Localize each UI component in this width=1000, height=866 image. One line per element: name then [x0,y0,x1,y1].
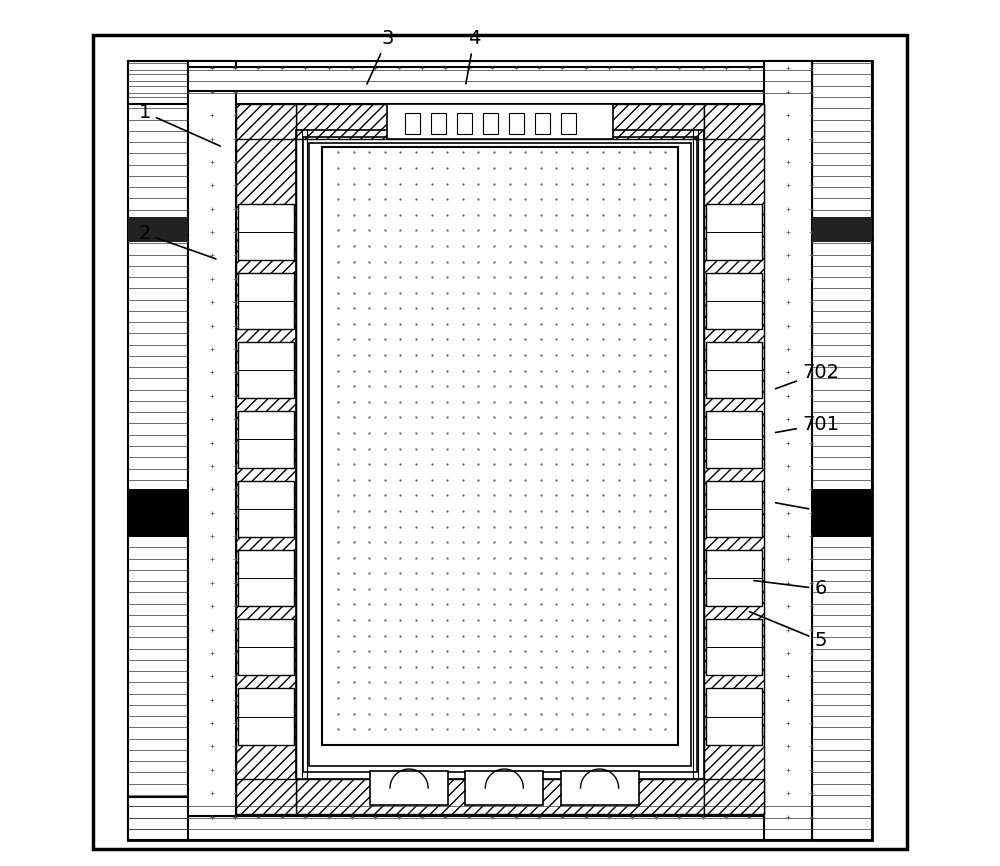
Bar [387,104,613,139]
Bar [296,779,704,814]
Bar [704,104,764,814]
Bar [561,771,639,805]
Bar [238,688,294,745]
Bar [706,688,762,745]
Text: 1: 1 [139,103,220,146]
Bar [706,273,762,329]
Bar [465,771,543,805]
Bar [238,204,294,260]
Bar [309,143,691,766]
Bar [303,137,697,772]
Bar [236,779,296,814]
Bar [128,489,188,537]
Text: 701: 701 [776,415,839,434]
Bar [812,61,872,840]
Bar [128,61,188,840]
Bar [457,113,472,134]
Bar [188,816,764,840]
Bar [704,104,764,139]
Bar [188,61,236,840]
Bar [706,342,762,398]
Bar [238,411,294,468]
Bar [128,797,812,840]
Bar [238,481,294,537]
Bar [483,113,498,134]
Bar [764,61,812,840]
Text: 6: 6 [754,579,827,598]
Bar [812,489,872,537]
Bar [238,342,294,398]
Bar [188,67,764,91]
Bar [128,61,812,104]
Text: 7: 7 [776,501,827,520]
Bar [296,130,704,779]
Bar [370,771,448,805]
Bar [535,113,550,134]
Bar [238,550,294,606]
Bar [128,61,872,840]
Text: 3: 3 [367,29,394,84]
Bar [322,147,678,745]
Bar [238,273,294,329]
Bar [128,216,188,242]
Bar [812,216,872,242]
Text: 702: 702 [775,363,839,389]
Bar [706,619,762,675]
Bar [431,113,446,134]
Bar [706,411,762,468]
Text: 2: 2 [139,224,216,259]
Bar [509,113,524,134]
Bar [236,104,296,814]
Bar [405,113,420,134]
Text: 4: 4 [466,29,480,84]
Bar [561,113,576,134]
Bar [238,619,294,675]
Bar [704,779,764,814]
Bar [706,204,762,260]
Bar [706,481,762,537]
Bar [296,104,704,139]
Bar [236,104,296,139]
Text: 5: 5 [749,611,827,650]
Bar [706,550,762,606]
